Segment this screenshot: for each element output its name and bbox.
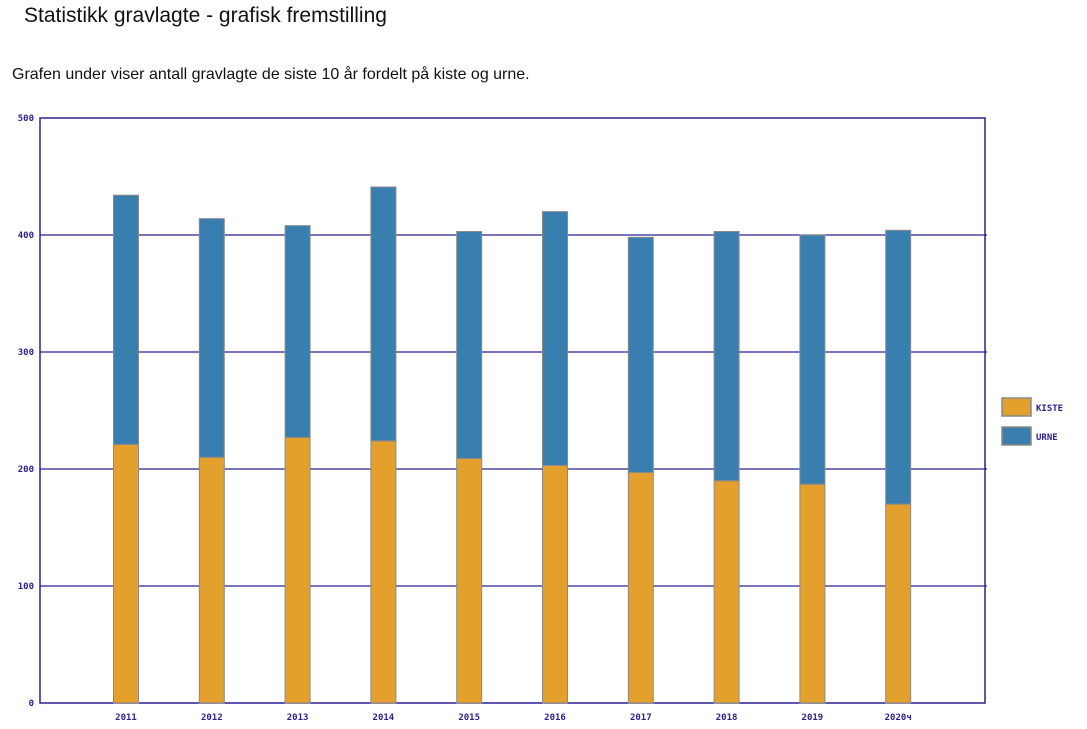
x-tick-label: 2014 [373, 713, 395, 723]
bar-kiste [113, 443, 139, 704]
bar-urne [542, 211, 568, 466]
bar-urne [113, 194, 139, 445]
bar-kiste [198, 456, 225, 704]
y-tick-label: 100 [18, 582, 34, 592]
legend-swatch-kiste [1001, 397, 1032, 417]
x-tick-label: 2016 [544, 713, 566, 723]
bar-kiste [713, 480, 740, 704]
bar-kiste [542, 464, 568, 704]
y-tick-label: 200 [18, 465, 34, 475]
bar-kiste [370, 440, 397, 704]
x-tick-label: 2019 [802, 713, 824, 723]
legend-swatch-urne [1001, 426, 1032, 446]
bar-urne [799, 234, 826, 485]
bar-urne [885, 229, 912, 505]
bar-kiste [885, 503, 912, 704]
bar-urne [627, 236, 654, 474]
legend-label-kiste: KISTE [1036, 404, 1063, 414]
plot-area [39, 117, 986, 704]
bar-kiste [284, 436, 311, 704]
bar-urne [284, 225, 311, 438]
bar-kiste [627, 472, 654, 704]
bar-kiste [456, 457, 483, 704]
bar-urne [713, 230, 740, 482]
x-tick-label: 2015 [458, 713, 480, 723]
chart-description: Grafen under viser antall gravlagte de s… [12, 66, 530, 83]
x-tick-label: 2018 [716, 713, 738, 723]
bar-urne [370, 186, 397, 442]
x-tick-label: 2017 [630, 713, 652, 723]
bar-urne [456, 230, 483, 459]
legend-label-urne: URNE [1036, 433, 1058, 443]
y-tick-label: 300 [18, 348, 34, 358]
y-tick-label: 400 [18, 231, 34, 241]
bar-kiste [799, 483, 826, 704]
page-title: Statistikk gravlagte - grafisk fremstill… [24, 4, 387, 27]
bar-urne [198, 218, 225, 458]
x-tick-label: 2011 [115, 713, 137, 723]
y-tick-label: 500 [18, 114, 34, 124]
x-tick-label: 2020ч [885, 713, 912, 723]
x-tick-label: 2012 [201, 713, 223, 723]
y-tick-label: 0 [29, 699, 34, 709]
x-tick-label: 2013 [287, 713, 309, 723]
